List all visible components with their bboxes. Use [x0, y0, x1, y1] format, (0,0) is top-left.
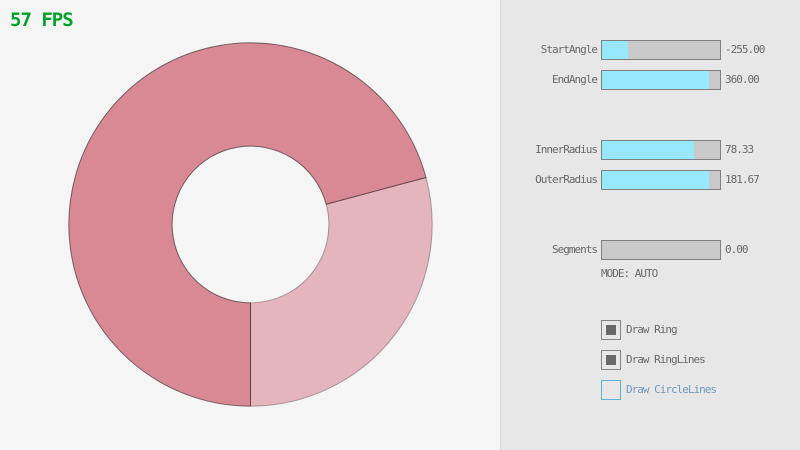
slider-row-innerradius: InnerRadius 78.33	[501, 140, 800, 160]
draw-circlelines-checkbox[interactable]	[601, 380, 621, 400]
outerradius-slider[interactable]	[601, 170, 721, 190]
innerradius-slider[interactable]	[601, 140, 721, 160]
checkbox-draw-circlelines[interactable]: Draw CircleLines	[601, 380, 800, 400]
ring-sector-single-pass	[250, 176, 433, 407]
control-panel: StartAngle -255.00 EndAngle 360.00 Inner…	[500, 0, 800, 450]
draw-ringlines-checkbox[interactable]	[601, 350, 621, 370]
startangle-slider-fill	[602, 41, 628, 59]
slider-row-endangle: EndAngle 360.00	[501, 70, 800, 90]
checkbox-draw-ringlines[interactable]: Draw RingLines	[601, 350, 800, 370]
segments-value: 0.00	[725, 243, 748, 256]
innerradius-slider-fill	[602, 141, 695, 159]
outerradius-label: OuterRadius	[535, 173, 598, 186]
fps-counter: 57 FPS	[10, 9, 74, 31]
draw-ring-label: Draw Ring	[626, 323, 678, 336]
ring-sector-double-pass	[68, 42, 427, 407]
outerradius-slider-fill	[602, 171, 710, 189]
endangle-slider[interactable]	[601, 70, 721, 90]
slider-row-startangle: StartAngle -255.00	[501, 40, 800, 60]
endangle-slider-fill	[602, 71, 709, 89]
endangle-value: 360.00	[725, 73, 760, 86]
innerradius-label: InnerRadius	[535, 143, 598, 156]
slider-row-segments: Segments 0.00	[501, 240, 800, 260]
startangle-label: StartAngle	[540, 43, 598, 56]
segments-label: Segments	[552, 243, 598, 256]
outerradius-value: 181.67	[725, 173, 760, 186]
ring-canvas	[68, 42, 433, 407]
draw-ring-checkbox[interactable]	[601, 320, 621, 340]
endangle-label: EndAngle	[552, 73, 598, 86]
startangle-value: -255.00	[725, 43, 765, 56]
innerradius-value: 78.33	[725, 143, 754, 156]
draw-ringlines-label: Draw RingLines	[626, 353, 706, 366]
checkbox-draw-ring[interactable]: Draw Ring	[601, 320, 800, 340]
segments-slider[interactable]	[601, 240, 721, 260]
slider-row-outerradius: OuterRadius 181.67	[501, 170, 800, 190]
draw-circlelines-label: Draw CircleLines	[626, 383, 717, 396]
mode-label: MODE: AUTO	[601, 267, 658, 280]
startangle-slider[interactable]	[601, 40, 721, 60]
